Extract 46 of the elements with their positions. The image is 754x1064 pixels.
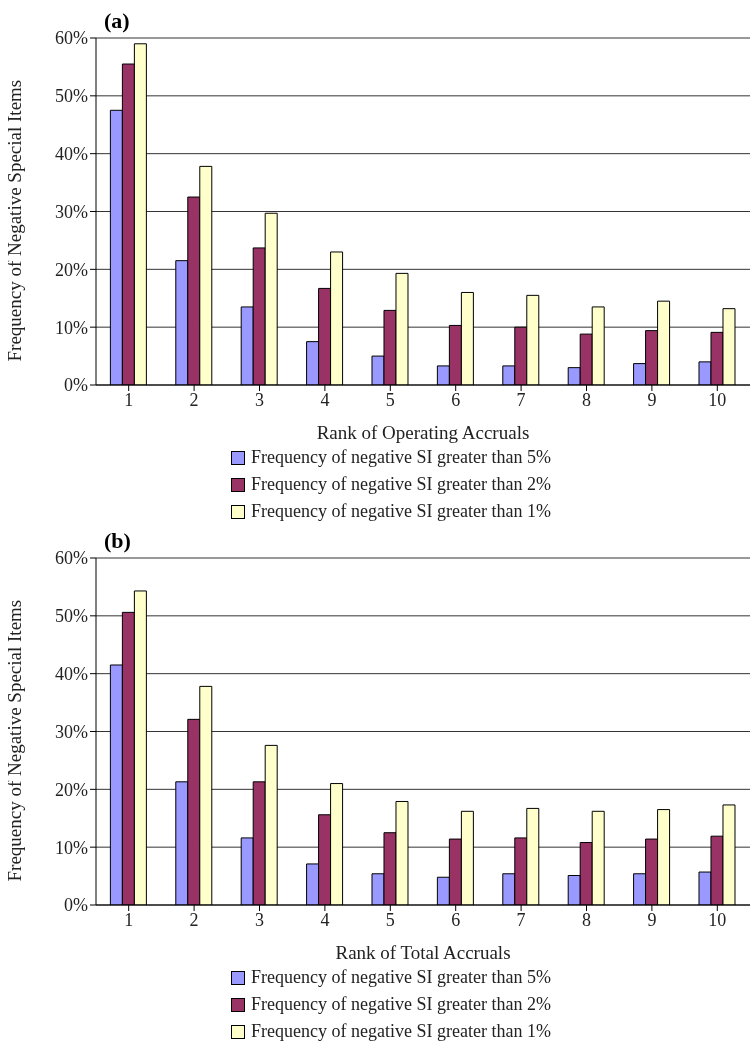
y-tick-label: 50% <box>55 86 88 107</box>
y-tick-label: 0% <box>64 375 88 396</box>
legend-label: Frequency of negative SI greater than 2% <box>251 474 551 495</box>
x-tick-label: 7 <box>516 909 526 930</box>
y-tick-label: 10% <box>55 317 88 338</box>
x-tick-label: 2 <box>189 909 199 930</box>
x-tick-label: 9 <box>647 389 657 410</box>
y-tick-label: 40% <box>55 664 88 685</box>
x-tick-label: 8 <box>582 389 591 410</box>
x-axis-title: Rank of Total Accruals <box>335 942 511 963</box>
y-tick-label: 20% <box>55 259 88 280</box>
x-tick-label: 3 <box>255 389 264 410</box>
x-tick-label: 5 <box>385 389 395 410</box>
y-tick-label: 30% <box>55 201 88 222</box>
x-tick-label: 1 <box>124 909 134 930</box>
legend-label: Frequency of negative SI greater than 1% <box>251 501 551 522</box>
y-axis-title: Frequency of Negative Special Items <box>3 599 25 882</box>
legend-label: Frequency of negative SI greater than 2% <box>251 994 551 1015</box>
x-tick-label: 9 <box>647 909 657 930</box>
chart-title: (b) <box>104 528 131 554</box>
x-tick-label: 6 <box>451 389 461 410</box>
x-tick-label: 2 <box>189 389 199 410</box>
legend-label: Frequency of negative SI greater than 1% <box>251 1021 551 1042</box>
y-tick-label: 0% <box>64 895 88 916</box>
y-tick-label: 40% <box>55 144 88 165</box>
chart-title: (a) <box>104 8 130 34</box>
x-tick-label: 3 <box>255 909 264 930</box>
x-tick-label: 7 <box>516 389 526 410</box>
y-tick-label: 20% <box>55 779 88 800</box>
legend-label: Frequency of negative SI greater than 5% <box>251 967 551 988</box>
x-tick-label: 1 <box>124 389 134 410</box>
y-tick-label: 30% <box>55 721 88 742</box>
x-axis-title: Rank of Operating Accruals <box>316 422 530 443</box>
y-tick-label: 60% <box>55 28 88 49</box>
legend-label: Frequency of negative SI greater than 5% <box>251 447 551 468</box>
x-tick-label: 4 <box>320 909 330 930</box>
y-tick-label: 60% <box>55 548 88 569</box>
y-tick-label: 10% <box>55 837 88 858</box>
x-tick-label: 10 <box>708 909 727 930</box>
y-axis-title: Frequency of Negative Special Items <box>3 79 25 362</box>
x-tick-label: 5 <box>385 909 395 930</box>
x-tick-label: 4 <box>320 389 330 410</box>
y-tick-label: 50% <box>55 606 88 627</box>
x-tick-label: 10 <box>708 389 727 410</box>
x-tick-label: 6 <box>451 909 461 930</box>
x-tick-label: 8 <box>582 909 591 930</box>
